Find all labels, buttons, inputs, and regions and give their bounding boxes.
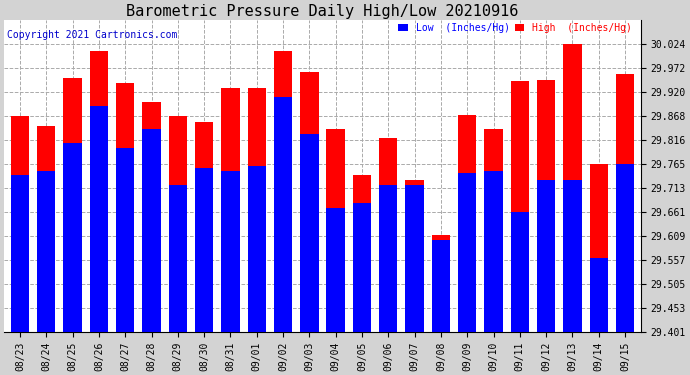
- Bar: [537, 180, 555, 332]
- Bar: [248, 88, 266, 332]
- Text: Copyright 2021 Cartronics.com: Copyright 2021 Cartronics.com: [8, 30, 178, 40]
- Bar: [537, 80, 555, 332]
- Bar: [563, 44, 582, 332]
- Bar: [274, 51, 293, 332]
- Bar: [379, 138, 397, 332]
- Bar: [221, 171, 239, 332]
- Bar: [63, 143, 82, 332]
- Bar: [589, 258, 608, 332]
- Bar: [326, 208, 345, 332]
- Bar: [353, 176, 371, 332]
- Bar: [432, 236, 450, 332]
- Bar: [616, 164, 634, 332]
- Bar: [458, 116, 476, 332]
- Bar: [432, 240, 450, 332]
- Bar: [484, 129, 503, 332]
- Bar: [248, 166, 266, 332]
- Bar: [37, 171, 55, 332]
- Bar: [168, 184, 187, 332]
- Bar: [11, 116, 29, 332]
- Bar: [142, 102, 161, 332]
- Bar: [511, 81, 529, 332]
- Bar: [142, 129, 161, 332]
- Bar: [406, 180, 424, 332]
- Bar: [168, 116, 187, 332]
- Bar: [353, 203, 371, 332]
- Bar: [589, 164, 608, 332]
- Legend: Low  (Inches/Hg), High  (Inches/Hg): Low (Inches/Hg), High (Inches/Hg): [395, 19, 636, 37]
- Bar: [406, 184, 424, 332]
- Bar: [63, 78, 82, 332]
- Bar: [90, 106, 108, 332]
- Bar: [326, 129, 345, 332]
- Bar: [616, 74, 634, 332]
- Bar: [11, 176, 29, 332]
- Bar: [90, 51, 108, 332]
- Title: Barometric Pressure Daily High/Low 20210916: Barometric Pressure Daily High/Low 20210…: [126, 4, 519, 19]
- Bar: [116, 148, 135, 332]
- Bar: [484, 171, 503, 332]
- Bar: [221, 88, 239, 332]
- Bar: [300, 134, 319, 332]
- Bar: [458, 173, 476, 332]
- Bar: [195, 122, 213, 332]
- Bar: [116, 83, 135, 332]
- Bar: [274, 97, 293, 332]
- Bar: [379, 184, 397, 332]
- Bar: [300, 72, 319, 332]
- Bar: [37, 126, 55, 332]
- Bar: [563, 180, 582, 332]
- Bar: [195, 168, 213, 332]
- Bar: [511, 212, 529, 332]
